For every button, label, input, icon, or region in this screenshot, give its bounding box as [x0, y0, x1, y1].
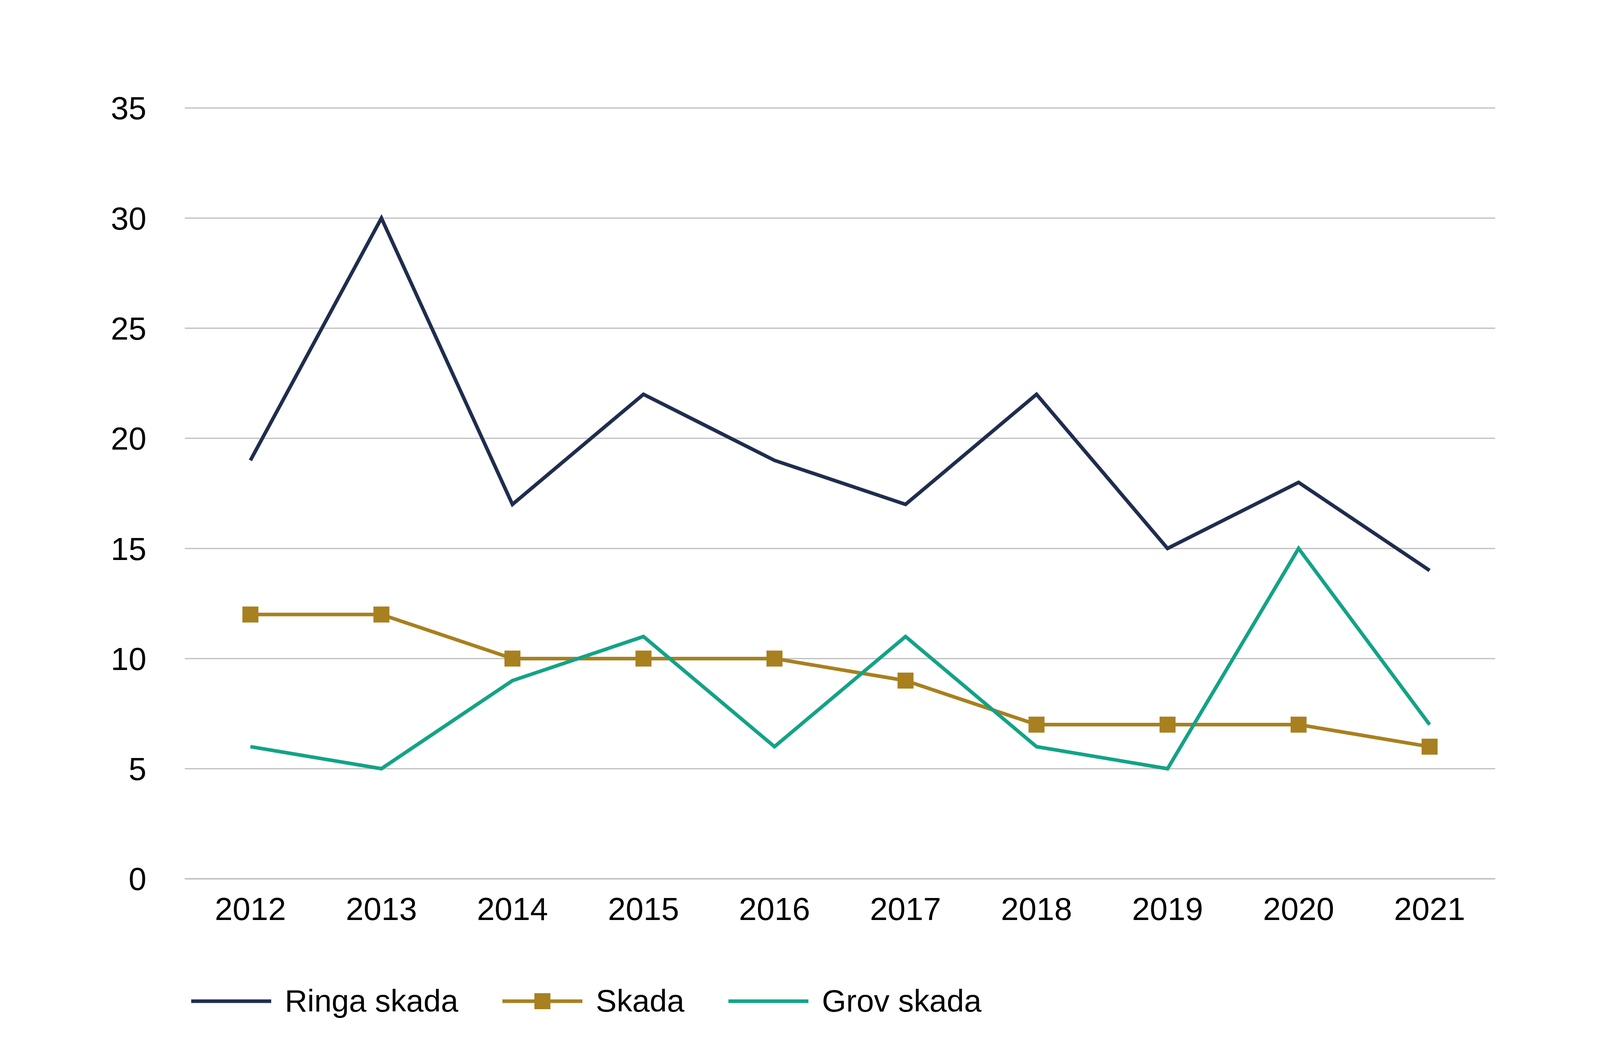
- svg-text:0: 0: [128, 861, 147, 897]
- html-text:Grov skada: Grov skada: [821, 983, 982, 1019]
- html-text:Ringa skada: Ringa skada: [284, 983, 459, 1019]
- svg-text:15: 15: [110, 531, 147, 567]
- html-text:Skada: Skada: [595, 983, 685, 1019]
- svg-text:10: 10: [110, 641, 147, 677]
- svg-text:25: 25: [110, 310, 147, 347]
- svg-text:2014: 2014: [476, 891, 548, 927]
- svg-text:2013: 2013: [346, 891, 418, 927]
- svg-text:2016: 2016: [738, 891, 810, 927]
- svg-text:30: 30: [110, 200, 147, 237]
- svg-text:35: 35: [110, 90, 147, 126]
- svg-text:2012: 2012: [214, 891, 286, 927]
- svg-text:2018: 2018: [1000, 891, 1072, 927]
- svg-text:2019: 2019: [1132, 891, 1204, 927]
- svg-text:2021: 2021: [1394, 891, 1466, 927]
- svg-text:20: 20: [110, 420, 147, 457]
- svg-text:2020: 2020: [1262, 891, 1334, 927]
- svg-text:2017: 2017: [870, 891, 942, 927]
- svg-text:5: 5: [128, 751, 147, 787]
- svg-text:2015: 2015: [608, 891, 680, 927]
